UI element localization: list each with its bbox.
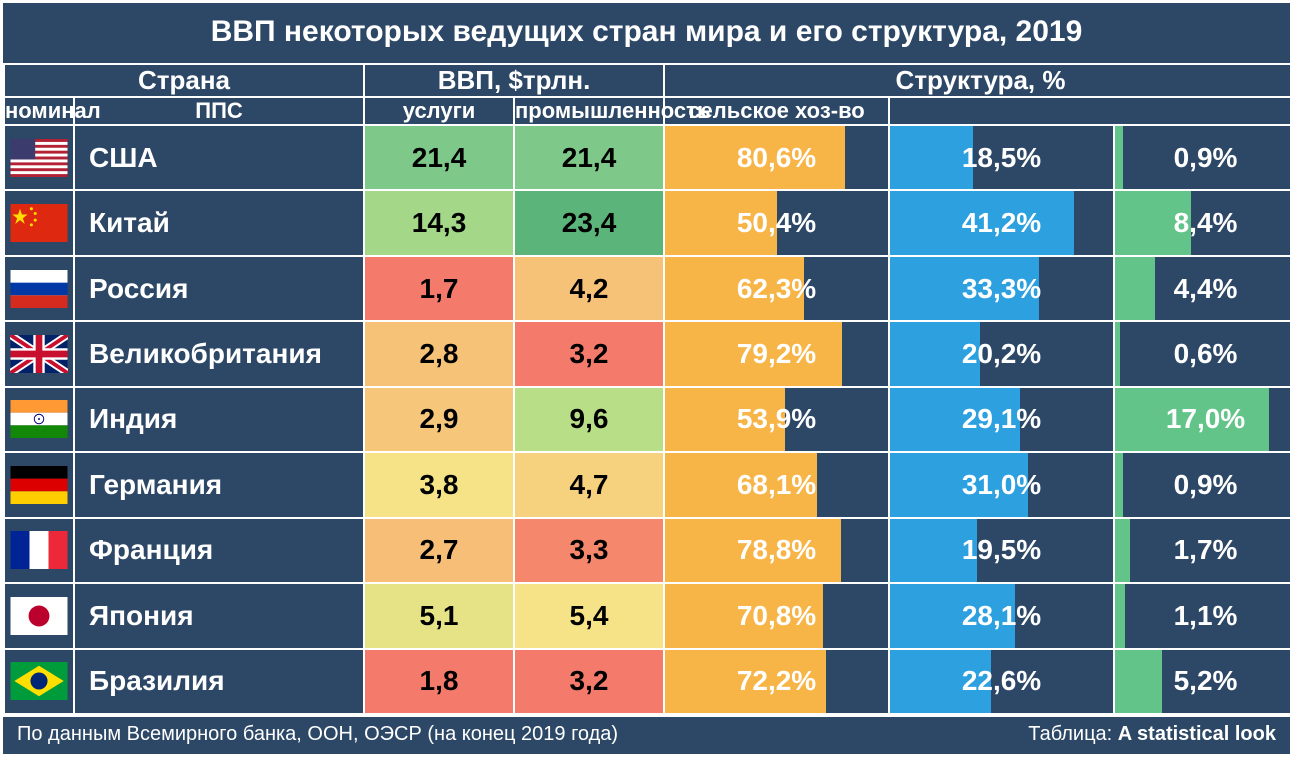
flag-jp — [4, 583, 74, 648]
gdp-ppp: 3,2 — [514, 321, 664, 386]
gdp-ppp: 4,7 — [514, 452, 664, 517]
flag-gb — [4, 321, 74, 386]
gdp-ppp: 23,4 — [514, 190, 664, 255]
pct-agriculture: 5,2% — [1114, 649, 1293, 715]
country-name: Индия — [74, 387, 364, 452]
country-name: Китай — [74, 190, 364, 255]
gdp-ppp: 4,2 — [514, 256, 664, 321]
gdp-nominal: 1,8 — [364, 649, 514, 715]
gdp-nominal: 2,9 — [364, 387, 514, 452]
pct-industry: 19,5% — [889, 518, 1114, 583]
pct-industry: 18,5% — [889, 125, 1114, 190]
table-row: США21,421,480,6%18,5%0,9% — [4, 125, 1293, 190]
pct-services: 62,3% — [664, 256, 889, 321]
pct-industry: 22,6% — [889, 649, 1114, 715]
country-name: Великобритания — [74, 321, 364, 386]
pct-industry: 20,2% — [889, 321, 1114, 386]
table-row: Бразилия1,83,272,2%22,6%5,2% — [4, 649, 1293, 715]
flag-ru — [4, 256, 74, 321]
pct-agriculture: 1,7% — [1114, 518, 1293, 583]
table-row: Россия1,74,262,3%33,3%4,4% — [4, 256, 1293, 321]
credit: Таблица: A statistical look — [1028, 723, 1276, 746]
gdp-table: Страна ВВП, $трлн. Структура, % услуги п… — [3, 63, 1293, 715]
country-name: Франция — [74, 518, 364, 583]
pct-industry: 29,1% — [889, 387, 1114, 452]
pct-agriculture: 8,4% — [1114, 190, 1293, 255]
gdp-ppp: 3,3 — [514, 518, 664, 583]
country-name: Бразилия — [74, 649, 364, 715]
pct-agriculture: 17,0% — [1114, 387, 1293, 452]
footer: По данным Всемирного банка, ООН, ОЭСР (н… — [3, 715, 1290, 754]
pct-industry: 41,2% — [889, 190, 1114, 255]
country-name: Япония — [74, 583, 364, 648]
country-name: Германия — [74, 452, 364, 517]
gdp-ppp: 3,2 — [514, 649, 664, 715]
pct-services: 78,8% — [664, 518, 889, 583]
pct-agriculture: 0,9% — [1114, 452, 1293, 517]
flag-de — [4, 452, 74, 517]
flag-us — [4, 125, 74, 190]
pct-services: 53,9% — [664, 387, 889, 452]
table-row: Китай14,323,450,4%41,2%8,4% — [4, 190, 1293, 255]
table-row: Япония5,15,470,8%28,1%1,1% — [4, 583, 1293, 648]
gdp-ppp: 5,4 — [514, 583, 664, 648]
pct-services: 72,2% — [664, 649, 889, 715]
col-structure: Структура, % — [664, 64, 1293, 97]
country-name: США — [74, 125, 364, 190]
col-industry: промышленность — [514, 97, 664, 125]
pct-agriculture: 0,6% — [1114, 321, 1293, 386]
gdp-nominal: 3,8 — [364, 452, 514, 517]
pct-industry: 31,0% — [889, 452, 1114, 517]
col-services: услуги — [364, 97, 514, 125]
col-gdp: ВВП, $трлн. — [364, 64, 664, 97]
gdp-nominal: 21,4 — [364, 125, 514, 190]
table-row: Великобритания2,83,279,2%20,2%0,6% — [4, 321, 1293, 386]
col-ppp: ППС — [74, 97, 364, 125]
pct-industry: 33,3% — [889, 256, 1114, 321]
flag-in — [4, 387, 74, 452]
pct-agriculture: 0,9% — [1114, 125, 1293, 190]
page-title: ВВП некоторых ведущих стран мира и его с… — [3, 3, 1290, 63]
pct-agriculture: 1,1% — [1114, 583, 1293, 648]
table-row: Германия3,84,768,1%31,0%0,9% — [4, 452, 1293, 517]
gdp-nominal: 5,1 — [364, 583, 514, 648]
col-country: Страна — [4, 64, 364, 97]
flag-br — [4, 649, 74, 715]
pct-services: 68,1% — [664, 452, 889, 517]
source-note: По данным Всемирного банка, ООН, ОЭСР (н… — [17, 723, 618, 746]
gdp-nominal: 14,3 — [364, 190, 514, 255]
col-agriculture: сельское хоз-во — [664, 97, 889, 125]
gdp-ppp: 21,4 — [514, 125, 664, 190]
flag-fr — [4, 518, 74, 583]
pct-services: 70,8% — [664, 583, 889, 648]
gdp-nominal: 1,7 — [364, 256, 514, 321]
gdp-nominal: 2,8 — [364, 321, 514, 386]
credit-name: A statistical look — [1118, 723, 1276, 745]
pct-industry: 28,1% — [889, 583, 1114, 648]
pct-services: 79,2% — [664, 321, 889, 386]
pct-agriculture: 4,4% — [1114, 256, 1293, 321]
pct-services: 50,4% — [664, 190, 889, 255]
flag-cn — [4, 190, 74, 255]
gdp-ppp: 9,6 — [514, 387, 664, 452]
gdp-nominal: 2,7 — [364, 518, 514, 583]
country-name: Россия — [74, 256, 364, 321]
table-row: Индия2,99,653,9%29,1%17,0% — [4, 387, 1293, 452]
table-row: Франция2,73,378,8%19,5%1,7% — [4, 518, 1293, 583]
pct-services: 80,6% — [664, 125, 889, 190]
col-nominal: номинал — [4, 97, 74, 125]
